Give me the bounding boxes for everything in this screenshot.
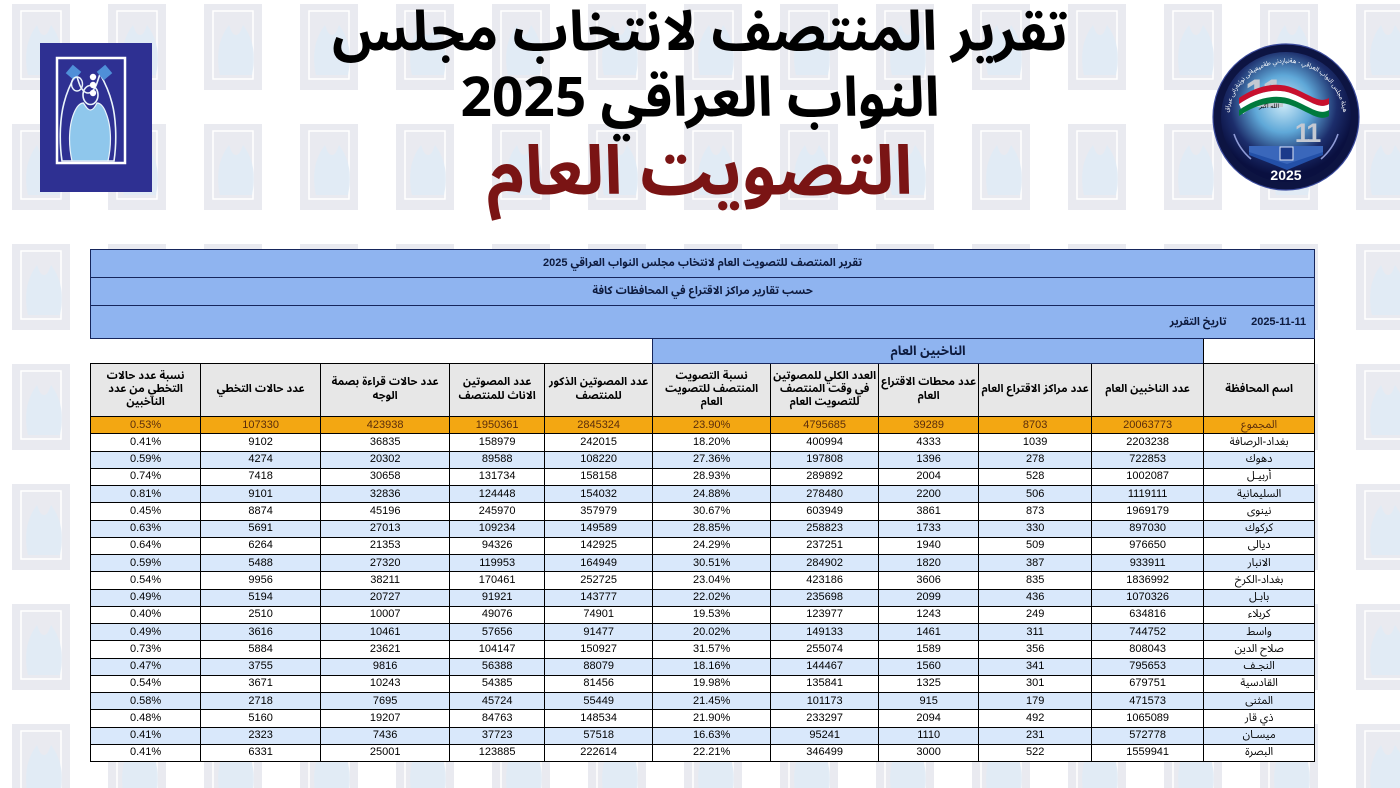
svg-text:الله اكبر: الله اكبر: [1258, 103, 1279, 110]
svg-text:11: 11: [1295, 118, 1322, 148]
